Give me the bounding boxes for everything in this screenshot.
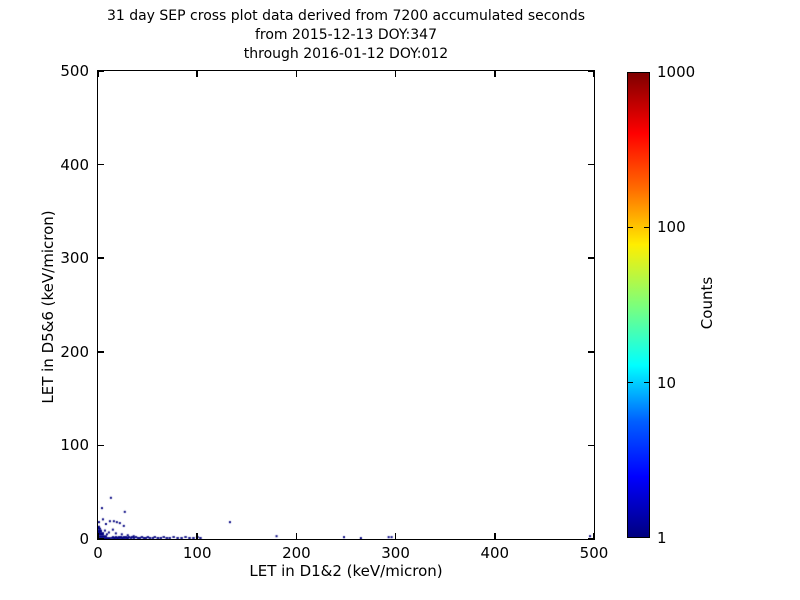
chart-title: 31 day SEP cross plot data derived from … <box>97 7 595 64</box>
axis-tick <box>295 71 298 77</box>
axis-tick <box>593 533 595 539</box>
title-line-1: 31 day SEP cross plot data derived from … <box>106 8 586 24</box>
axis-tick <box>588 257 594 259</box>
axis-tick <box>98 444 104 447</box>
x-tick-label: 0 <box>93 544 103 562</box>
axis-tick <box>588 538 594 540</box>
axis-tick <box>196 71 198 77</box>
colorbar-tick <box>628 226 633 229</box>
x-tick-label: 200 <box>282 544 311 562</box>
axis-tick <box>97 533 99 539</box>
colorbar-tick <box>644 381 649 384</box>
colorbar-tick-label: 100 <box>657 218 686 237</box>
axis-tick <box>494 533 496 539</box>
axis-tick <box>98 257 104 259</box>
colorbar <box>627 72 650 538</box>
x-tick-label: 500 <box>579 544 609 562</box>
axis-tick <box>196 533 198 539</box>
y-tick-label: 200 <box>60 342 89 361</box>
axis-tick <box>98 70 104 72</box>
x-tick-label: 100 <box>182 544 212 562</box>
axis-tick <box>295 533 298 539</box>
axis-tick <box>593 71 595 77</box>
y-tick-label: 500 <box>60 62 89 80</box>
x-tick-label: 400 <box>480 544 510 562</box>
y-axis-label: LET in D5&6 (keV/micron) <box>39 210 57 404</box>
colorbar-tick <box>628 381 633 384</box>
axis-tick <box>394 533 397 539</box>
colorbar-tick-label: 1 <box>657 529 667 547</box>
colorbar-tick-label: 10 <box>657 373 677 392</box>
colorbar-label: Counts <box>698 276 716 330</box>
plot-area <box>97 70 595 540</box>
title-line-3: through 2016-01-12 DOY:012 <box>243 46 449 62</box>
axis-tick <box>394 71 397 77</box>
x-axis-label: LET in D1&2 (keV/micron) <box>249 562 443 580</box>
y-tick-label: 0 <box>79 530 89 548</box>
axis-tick <box>98 538 104 540</box>
colorbar-tick <box>644 226 649 229</box>
axis-tick <box>98 163 104 166</box>
y-tick-label: 300 <box>60 249 89 268</box>
y-tick-label: 100 <box>60 436 89 455</box>
axis-tick <box>588 163 594 166</box>
x-tick-label: 300 <box>381 544 410 562</box>
axis-tick <box>494 71 496 77</box>
axis-tick <box>98 351 104 353</box>
axis-tick <box>588 444 594 447</box>
axis-tick <box>588 351 594 353</box>
axis-tick <box>588 70 594 72</box>
y-tick-label: 400 <box>60 155 89 174</box>
title-line-2: from 2015-12-13 DOY:347 <box>254 27 437 43</box>
scatter-points-canvas <box>98 71 594 539</box>
axis-tick <box>97 71 99 77</box>
colorbar-tick-label: 1000 <box>657 63 696 81</box>
